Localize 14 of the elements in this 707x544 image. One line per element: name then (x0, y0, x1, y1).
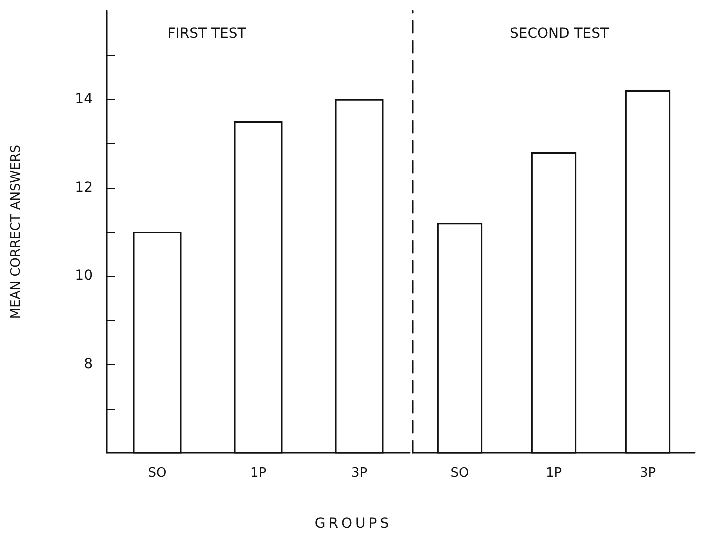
x-axis-title: GROUPS (314, 516, 394, 532)
x-tick-label: 1P (546, 466, 562, 481)
y-tick-label: 10 (75, 268, 93, 284)
x-tick-label: SO (148, 466, 167, 481)
text: SECOND TEST (510, 26, 610, 42)
text: FIRST TEST (168, 26, 247, 42)
x-tick-label: 3P (351, 466, 368, 481)
x-tick-label: 1P (250, 466, 267, 481)
y-tick-label: 8 (84, 356, 93, 373)
y-tick-label: 14 (75, 91, 94, 108)
x-tick-label: 3P (640, 466, 656, 481)
y-axis-title: MEAN CORRECT ANSWERS (9, 144, 24, 320)
x-tick-label: SO (450, 466, 470, 481)
y-tick-label: 12 (75, 180, 93, 196)
